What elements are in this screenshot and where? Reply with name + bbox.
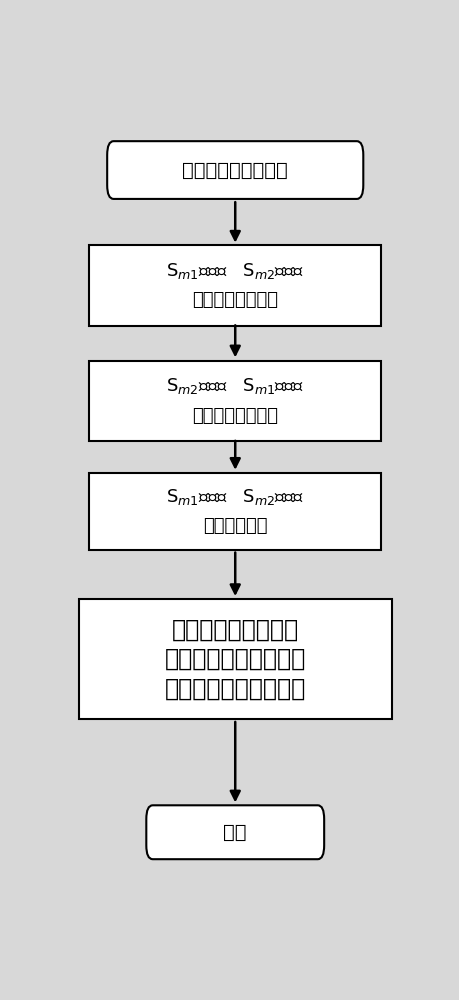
FancyBboxPatch shape <box>146 805 324 859</box>
Text: 获取测量光强度値: 获取测量光强度値 <box>192 407 278 425</box>
Text: 结束: 结束 <box>224 823 247 842</box>
Text: S$_{m1}$打开，   S$_{m2}$打开，: S$_{m1}$打开， S$_{m2}$打开， <box>166 487 304 507</box>
Text: S$_{m2}$关闭，   S$_{m1}$打开，: S$_{m2}$关闭， S$_{m1}$打开， <box>166 376 304 396</box>
Bar <box>79 599 392 719</box>
Bar <box>90 361 381 441</box>
Text: 获取相干信号: 获取相干信号 <box>203 517 268 535</box>
Text: 单频激光干涉仪开启: 单频激光干涉仪开启 <box>182 161 288 180</box>
Text: 对非线性误差进行修正: 对非线性误差进行修正 <box>165 647 306 671</box>
Text: 非线性误差修正模块: 非线性误差修正模块 <box>172 618 299 642</box>
Text: S$_{m1}$关闭，   S$_{m2}$打开，: S$_{m1}$关闭， S$_{m2}$打开， <box>166 261 304 281</box>
Bar <box>90 245 381 326</box>
FancyBboxPatch shape <box>107 141 364 199</box>
Bar <box>90 473 381 550</box>
Text: 获取参考光强度値: 获取参考光强度値 <box>192 291 278 309</box>
Text: 获取被测目标线位移量: 获取被测目标线位移量 <box>165 676 306 700</box>
